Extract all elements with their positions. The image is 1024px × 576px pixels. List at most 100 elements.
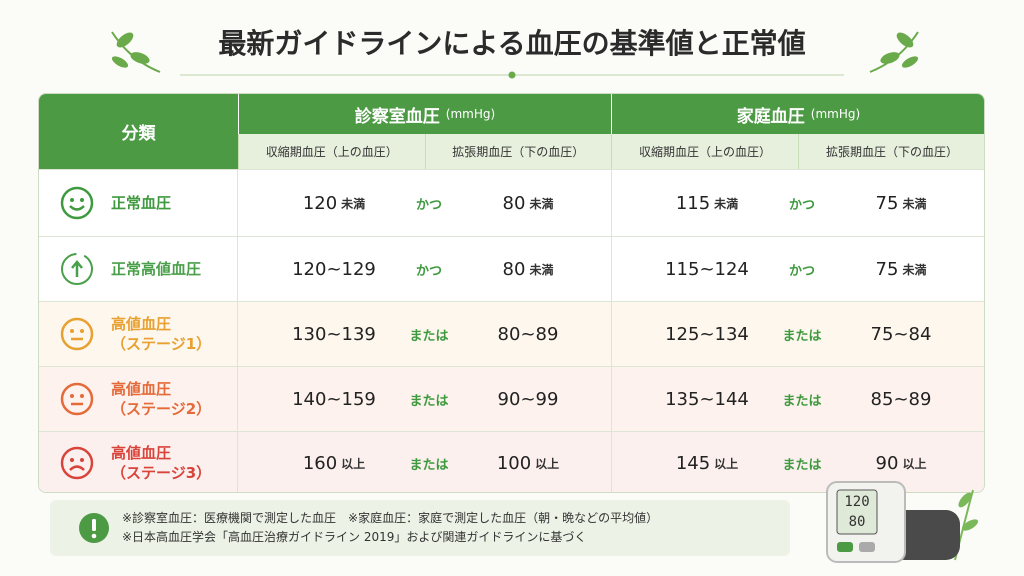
info-icon (79, 513, 109, 543)
value: 135~144 (665, 388, 749, 410)
systolic: 120~129 (274, 237, 394, 301)
value: 120~129 (292, 258, 376, 280)
unit: 未満 (529, 196, 554, 211)
category-cell: 正常血圧 (39, 170, 238, 236)
category-cell: 高値血圧 （ステージ1） (39, 302, 238, 366)
connector: かつ (788, 263, 815, 279)
category-header: 分類 (39, 94, 238, 169)
display: 120 (844, 494, 869, 510)
value: 125~134 (665, 323, 749, 345)
connector: または (409, 457, 449, 473)
value: 90~99 (497, 388, 559, 410)
column-header: 収縮期血圧（上の血圧） (238, 134, 425, 169)
value: 90 (875, 452, 899, 474)
face-icon (60, 446, 94, 480)
diastolic: 90~99 (468, 367, 588, 431)
unit: 未満 (902, 262, 927, 277)
leaf-left (111, 31, 161, 73)
face-icon (61, 253, 93, 285)
unit: 未満 (714, 196, 739, 211)
systolic: 145 以上 (647, 432, 767, 492)
value: 85~89 (870, 388, 932, 410)
value: 80 (502, 258, 526, 280)
group-divider (611, 367, 612, 431)
face-icon (60, 382, 94, 416)
value: 100 (496, 452, 532, 474)
connector: かつ (788, 197, 815, 213)
group-header: 診察室血圧 (mmHg) (238, 94, 611, 134)
row: 正常血圧 120 未満 かつ 80 未満 115 未満 かつ 75 未満 (39, 169, 984, 236)
column-header: 拡張期血圧（下の血圧） (424, 134, 611, 169)
label-line: （ステージ1） (111, 335, 212, 353)
leaf-right (869, 31, 919, 73)
group-divider (611, 432, 612, 492)
label-line: （ステージ2） (111, 400, 212, 418)
group-unit: (mmHg) (445, 107, 496, 121)
connector: または (782, 457, 822, 473)
group-title: 家庭血圧 (736, 106, 805, 127)
label-line: 高値血圧 (111, 380, 172, 398)
display: 80 (849, 514, 866, 530)
column-header: 拡張期血圧（下の血圧） (798, 134, 984, 169)
row-label: 高値血圧 （ステージ3） (111, 443, 211, 483)
label-line: 正常血圧 (111, 194, 172, 212)
row-label: 正常血圧 (111, 193, 171, 213)
row-label: 高値血圧 （ステージ2） (111, 379, 211, 419)
row-label: 高値血圧 （ステージ1） (111, 314, 211, 354)
connector: かつ (415, 197, 442, 213)
diastolic: 80~89 (468, 302, 588, 366)
notes: ※診察室血圧：医療機関で測定した血圧 ※家庭血圧：家庭で測定した血圧（朝・晩など… (50, 500, 790, 556)
diastolic: 80 未満 (468, 170, 588, 236)
diastolic: 100 以上 (468, 432, 588, 492)
row: 高値血圧 （ステージ2） 140~159 または 90~99 135~144 または 85~8… (39, 366, 984, 431)
systolic: 130~139 (274, 302, 394, 366)
connector: または (782, 328, 822, 344)
diastolic: 75 未満 (841, 237, 961, 301)
systolic: 115 未満 (647, 170, 767, 236)
category-cell: 正常高値血圧 (39, 237, 238, 301)
group-divider (611, 237, 612, 301)
row: 正常高値血圧 120~129 かつ 80 未満 115~124 かつ 75 未満 (39, 236, 984, 301)
label-line: 正常高値血圧 (111, 260, 202, 278)
category-cell: 高値血圧 （ステージ3） (39, 432, 238, 492)
systolic: 115~124 (647, 237, 767, 301)
systolic: 160 以上 (274, 432, 394, 492)
row: 高値血圧 （ステージ3） 160 以上 または 100 以上 145 以上 または 90 以上 (39, 431, 984, 492)
value: 160 (302, 452, 338, 474)
value: 80~89 (497, 323, 559, 345)
connector: または (409, 328, 449, 344)
value: 75 (875, 192, 899, 214)
value: 75 (875, 258, 899, 280)
value: 80 (502, 192, 526, 214)
note: ※日本高血圧学会「高血圧治療ガイドライン 2019」および関連ガイドラインに基づ… (122, 530, 587, 544)
note: ※診察室血圧：医療機関で測定した血圧 ※家庭血圧：家庭で測定した血圧（朝・晩など… (122, 511, 659, 525)
systolic: 140~159 (274, 367, 394, 431)
face-icon (60, 317, 94, 351)
unit: 未満 (902, 196, 927, 211)
connector: かつ (415, 263, 442, 279)
label-line: 高値血圧 (111, 444, 172, 462)
unit: 以上 (341, 456, 366, 471)
label-line: 高値血圧 (111, 315, 172, 333)
unit: 未満 (341, 196, 366, 211)
group-divider (611, 302, 612, 366)
group-title: 診察室血圧 (354, 106, 440, 127)
connector: または (409, 393, 449, 409)
row-label: 正常高値血圧 (111, 259, 201, 279)
value: 145 (675, 452, 711, 474)
row: 高値血圧 （ステージ1） 130~139 または 80~89 125~134 または 75~8… (39, 301, 984, 366)
monitor: 120 80 (826, 481, 979, 563)
group-divider (611, 170, 612, 236)
unit: 以上 (714, 456, 739, 471)
face-icon (60, 186, 94, 220)
diastolic: 85~89 (841, 367, 961, 431)
value: 120 (302, 192, 338, 214)
unit: 以上 (902, 456, 927, 471)
title: 最新ガイドラインによる血圧の基準値と正常値 (218, 27, 806, 60)
group-header: 家庭血圧 (mmHg) (611, 94, 984, 134)
note-text: ※診察室血圧：医療機関で測定した血圧 ※家庭血圧：家庭で測定した血圧（朝・晩など… (122, 509, 658, 547)
systolic: 135~144 (647, 367, 767, 431)
diastolic: 75~84 (841, 302, 961, 366)
value: 75~84 (870, 323, 932, 345)
